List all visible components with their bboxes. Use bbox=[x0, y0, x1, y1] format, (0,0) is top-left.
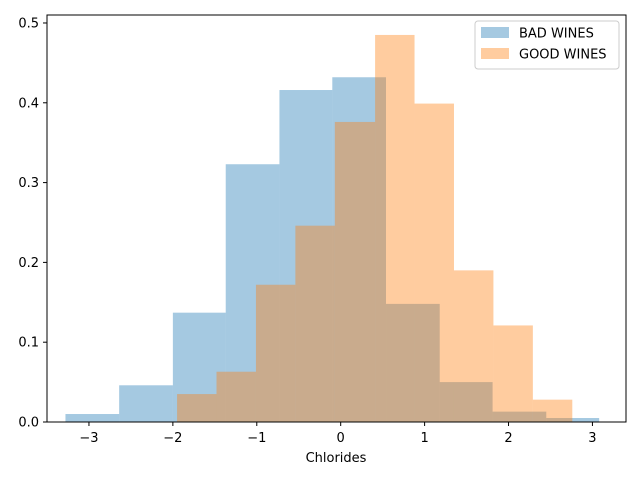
histogram-bar bbox=[532, 399, 573, 422]
y-tick-label: 0.2 bbox=[18, 256, 39, 271]
histogram-bar bbox=[216, 371, 256, 422]
y-tick-label: 0.5 bbox=[18, 16, 39, 31]
y-tick-label: 0.3 bbox=[18, 176, 39, 191]
legend: BAD WINES GOOD WINES bbox=[474, 20, 620, 70]
x-tick-label: 0 bbox=[337, 431, 345, 446]
histogram-bar bbox=[332, 77, 386, 422]
histogram-bar bbox=[453, 270, 494, 422]
histogram-bar bbox=[119, 385, 173, 422]
histogram-bar bbox=[225, 164, 280, 423]
histogram-bar bbox=[177, 394, 217, 422]
x-tick-label: −2 bbox=[163, 431, 182, 446]
histogram-bar bbox=[295, 225, 335, 422]
x-tick-label: −3 bbox=[79, 431, 98, 446]
bars-layer bbox=[65, 34, 600, 423]
x-tick-label: 1 bbox=[420, 431, 428, 446]
histogram-bar bbox=[414, 103, 454, 422]
legend-swatch bbox=[481, 48, 509, 59]
y-tick-label: 0.1 bbox=[18, 336, 39, 351]
y-tick-label: 0.0 bbox=[18, 416, 39, 431]
histogram-bar bbox=[386, 303, 440, 422]
axes-layer: −3 −2 −1 0 1 2 3 0.0 0.1 0.2 0.3 0.4 0.5 bbox=[18, 14, 627, 446]
histogram-bar bbox=[255, 284, 296, 422]
histogram-bar bbox=[546, 418, 600, 422]
x-tick-label: 3 bbox=[588, 431, 596, 446]
x-tick-label: −1 bbox=[247, 431, 266, 446]
legend-label: GOOD WINES bbox=[519, 48, 607, 63]
series-1 bbox=[177, 34, 573, 422]
legend-swatch bbox=[481, 27, 509, 38]
series-0 bbox=[65, 77, 600, 423]
histogram-bar bbox=[493, 325, 533, 422]
histogram-bar bbox=[279, 90, 333, 423]
legend-label: BAD WINES bbox=[519, 27, 594, 42]
histogram-bar bbox=[65, 414, 120, 422]
x-tick-label: 2 bbox=[504, 431, 512, 446]
x-axis-label: Chlorides bbox=[306, 451, 367, 466]
histogram-bar bbox=[334, 121, 376, 422]
y-tick-label: 0.4 bbox=[18, 96, 39, 111]
histogram-bar bbox=[439, 382, 493, 422]
plot-frame bbox=[46, 14, 627, 423]
legend-box bbox=[474, 20, 620, 70]
histogram-bar bbox=[492, 411, 547, 422]
histogram-bar bbox=[375, 34, 415, 422]
histogram-bar bbox=[172, 312, 226, 422]
